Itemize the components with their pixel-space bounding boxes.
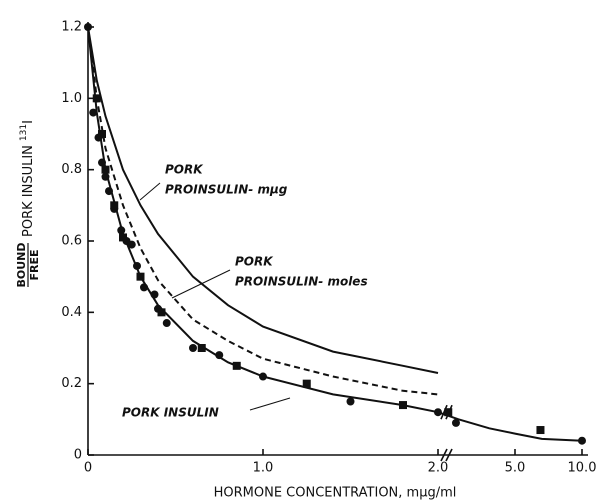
square-point bbox=[110, 201, 119, 210]
square-point bbox=[98, 130, 106, 138]
y-label-main: PORK INSULIN bbox=[21, 145, 36, 237]
circle-point bbox=[434, 408, 442, 417]
square-point bbox=[101, 165, 110, 174]
y-tick-label: 0 bbox=[74, 448, 82, 463]
circle-point bbox=[215, 351, 224, 360]
square-point bbox=[399, 401, 407, 410]
y-tick-label: 0.8 bbox=[61, 162, 82, 177]
circle-point bbox=[84, 23, 92, 31]
curve-label: PORK bbox=[165, 163, 204, 177]
y-label-numerator: BOUND bbox=[15, 242, 28, 287]
y-label-text: PORK INSULIN 131I bbox=[19, 120, 36, 237]
circle-point bbox=[101, 172, 110, 181]
curve-label: PORK bbox=[235, 255, 274, 269]
y-tick-label: 1.0 bbox=[61, 91, 82, 106]
circle-point bbox=[162, 319, 171, 328]
circle-point bbox=[133, 261, 141, 270]
square-point bbox=[302, 379, 311, 388]
circle-point bbox=[451, 418, 460, 427]
square-point bbox=[232, 361, 241, 370]
circle-point bbox=[117, 226, 126, 235]
x-tick-label: 2.0 bbox=[428, 461, 449, 476]
x-axis-label: HORMONE CONCENTRATION, mμg/ml bbox=[214, 486, 457, 501]
leader-line bbox=[249, 397, 291, 411]
square-point bbox=[157, 308, 166, 317]
leader-line bbox=[139, 182, 161, 201]
y-label-suffix: I bbox=[21, 120, 36, 124]
leader-line bbox=[171, 269, 231, 299]
x-tick-label: 5.0 bbox=[505, 461, 526, 476]
square-point bbox=[136, 272, 145, 281]
circle-point bbox=[259, 372, 267, 381]
y-tick-label: 0.6 bbox=[61, 234, 82, 249]
curve-break bbox=[440, 404, 448, 420]
circle-point bbox=[140, 283, 148, 292]
circle-point bbox=[578, 436, 586, 445]
square-point bbox=[444, 408, 453, 417]
x-tick-label: 1.0 bbox=[253, 461, 274, 476]
square-point bbox=[119, 233, 127, 242]
y-tick-label: 0.2 bbox=[61, 376, 82, 391]
curve bbox=[87, 26, 439, 374]
circle-point bbox=[89, 108, 98, 117]
y-label-denominator: FREE bbox=[28, 249, 41, 280]
axis-break bbox=[440, 448, 448, 462]
x-tick-label: 10.0 bbox=[568, 461, 597, 476]
square-point bbox=[197, 344, 206, 352]
y-axis-label: BOUND FREE PORK INSULIN 131I bbox=[15, 120, 41, 287]
curve-label: PROINSULIN- moles bbox=[235, 275, 368, 289]
circle-point bbox=[127, 240, 136, 249]
circle-point bbox=[346, 397, 355, 406]
curve bbox=[87, 26, 583, 442]
curve-label: PORK INSULIN bbox=[122, 406, 219, 420]
y-tick-label: 0.4 bbox=[61, 305, 82, 320]
y-tick-label: 1.2 bbox=[61, 20, 82, 35]
y-label-sup: 131 bbox=[19, 124, 29, 141]
circle-point bbox=[150, 290, 159, 299]
curve bbox=[87, 26, 439, 396]
square-point bbox=[92, 94, 101, 103]
circle-point bbox=[189, 344, 197, 352]
circle-point bbox=[105, 187, 113, 196]
x-tick-label: 0 bbox=[84, 461, 92, 476]
circle-point bbox=[98, 158, 106, 167]
axis-break bbox=[445, 448, 453, 462]
square-point bbox=[536, 426, 545, 435]
curve-label: PROINSULIN- mμg bbox=[165, 183, 288, 197]
